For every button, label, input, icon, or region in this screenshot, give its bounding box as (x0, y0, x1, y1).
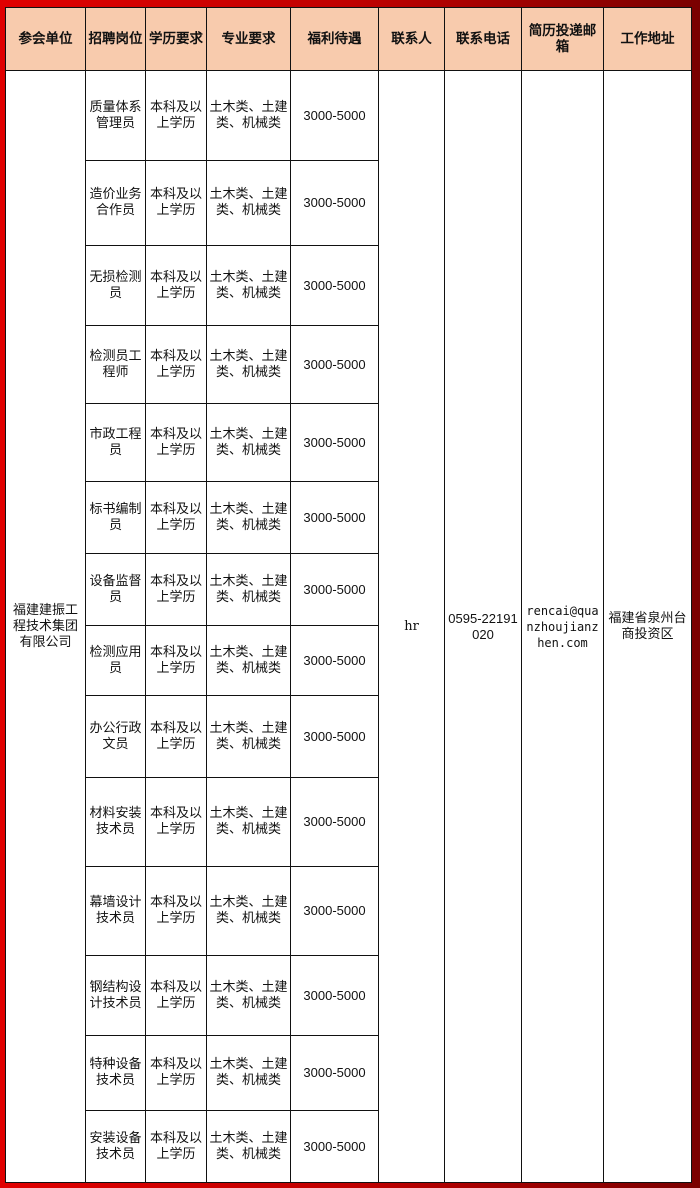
header-position: 招聘岗位 (85, 7, 146, 71)
contact-cell: hr (378, 70, 445, 1183)
education-cell: 本科及以上学历 (145, 325, 207, 404)
header-phone: 联系电话 (444, 7, 522, 71)
recruitment-table: 参会单位 招聘岗位 学历要求 专业要求 福利待遇 联系人 联系电话 简历投递邮箱… (5, 7, 692, 1183)
education-cell: 本科及以上学历 (145, 1110, 207, 1183)
table-row: 特种设备技术员 本科及以上学历 土木类、土建类、机械类 3000-5000 (6, 1035, 692, 1111)
education-cell: 本科及以上学历 (145, 625, 207, 696)
salary-cell: 3000-5000 (290, 625, 379, 696)
salary-cell: 3000-5000 (290, 481, 379, 554)
position-title: 造价业务合作员 (85, 160, 146, 246)
table-row: 检测应用员 本科及以上学历 土木类、土建类、机械类 3000-5000 (6, 625, 692, 696)
education-cell: 本科及以上学历 (145, 553, 207, 626)
major-cell: 土木类、土建类、机械类 (206, 553, 291, 626)
company-cell: 福建建振工程技术集团有限公司 (5, 70, 86, 1183)
header-row: 参会单位 招聘岗位 学历要求 专业要求 福利待遇 联系人 联系电话 简历投递邮箱… (5, 7, 692, 71)
header-address: 工作地址 (603, 7, 692, 71)
salary-cell: 3000-5000 (290, 695, 379, 778)
header-major: 专业要求 (206, 7, 291, 71)
table-row: 钢结构设计技术员 本科及以上学历 土木类、土建类、机械类 3000-5000 (6, 955, 692, 1036)
address-cell: 福建省泉州台商投资区 (603, 70, 692, 1183)
table-row: 造价业务合作员 本科及以上学历 土木类、土建类、机械类 3000-5000 (6, 160, 692, 246)
salary-cell: 3000-5000 (290, 1035, 379, 1111)
major-cell: 土木类、土建类、机械类 (206, 245, 291, 326)
phone-cell: 0595-22191020 (444, 70, 522, 1183)
table-row: 办公行政文员 本科及以上学历 土木类、土建类、机械类 3000-5000 (6, 695, 692, 778)
education-cell: 本科及以上学历 (145, 955, 207, 1036)
education-cell: 本科及以上学历 (145, 777, 207, 867)
education-cell: 本科及以上学历 (145, 481, 207, 554)
salary-cell: 3000-5000 (290, 1110, 379, 1183)
position-title: 办公行政文员 (85, 695, 146, 778)
header-salary: 福利待遇 (290, 7, 379, 71)
position-title: 检测应用员 (85, 625, 146, 696)
education-cell: 本科及以上学历 (145, 695, 207, 778)
position-title: 市政工程员 (85, 403, 146, 482)
education-cell: 本科及以上学历 (145, 866, 207, 956)
position-title: 幕墙设计技术员 (85, 866, 146, 956)
salary-cell: 3000-5000 (290, 866, 379, 956)
education-cell: 本科及以上学历 (145, 1035, 207, 1111)
position-title: 检测员工程师 (85, 325, 146, 404)
salary-cell: 3000-5000 (290, 245, 379, 326)
salary-cell: 3000-5000 (290, 403, 379, 482)
major-cell: 土木类、土建类、机械类 (206, 1110, 291, 1183)
position-title: 钢结构设计技术员 (85, 955, 146, 1036)
table-row: 设备监督员 本科及以上学历 土木类、土建类、机械类 3000-5000 (6, 553, 692, 626)
education-cell: 本科及以上学历 (145, 245, 207, 326)
table-row: 无损检测员 本科及以上学历 土木类、土建类、机械类 3000-5000 (6, 245, 692, 326)
major-cell: 土木类、土建类、机械类 (206, 403, 291, 482)
salary-cell: 3000-5000 (290, 553, 379, 626)
header-company: 参会单位 (5, 7, 86, 71)
major-cell: 土木类、土建类、机械类 (206, 70, 291, 161)
salary-cell: 3000-5000 (290, 70, 379, 161)
position-title: 标书编制员 (85, 481, 146, 554)
table-row: 幕墙设计技术员 本科及以上学历 土木类、土建类、机械类 3000-5000 (6, 866, 692, 956)
education-cell: 本科及以上学历 (145, 160, 207, 246)
table-row: 标书编制员 本科及以上学历 土木类、土建类、机械类 3000-5000 (6, 481, 692, 554)
table-row: 安装设备技术员 本科及以上学历 土木类、土建类、机械类 3000-5000 (6, 1110, 692, 1183)
position-title: 安装设备技术员 (85, 1110, 146, 1183)
header-education: 学历要求 (145, 7, 207, 71)
salary-cell: 3000-5000 (290, 160, 379, 246)
major-cell: 土木类、土建类、机械类 (206, 777, 291, 867)
education-cell: 本科及以上学历 (145, 70, 207, 161)
major-cell: 土木类、土建类、机械类 (206, 481, 291, 554)
salary-cell: 3000-5000 (290, 325, 379, 404)
major-cell: 土木类、土建类、机械类 (206, 625, 291, 696)
header-contact: 联系人 (378, 7, 445, 71)
major-cell: 土木类、土建类、机械类 (206, 325, 291, 404)
major-cell: 土木类、土建类、机械类 (206, 1035, 291, 1111)
position-title: 质量体系管理员 (85, 70, 146, 161)
table-row: 检测员工程师 本科及以上学历 土木类、土建类、机械类 3000-5000 (6, 325, 692, 404)
position-title: 无损检测员 (85, 245, 146, 326)
table-row: 福建建振工程技术集团有限公司 质量体系管理员 本科及以上学历 土木类、土建类、机械… (5, 70, 692, 1183)
salary-cell: 3000-5000 (290, 955, 379, 1036)
education-cell: 本科及以上学历 (145, 403, 207, 482)
major-cell: 土木类、土建类、机械类 (206, 160, 291, 246)
major-cell: 土木类、土建类、机械类 (206, 866, 291, 956)
email-cell: rencai@quanzhoujianzhen.com (521, 70, 604, 1183)
position-title: 设备监督员 (85, 553, 146, 626)
salary-cell: 3000-5000 (290, 777, 379, 867)
position-title: 特种设备技术员 (85, 1035, 146, 1111)
major-cell: 土木类、土建类、机械类 (206, 955, 291, 1036)
major-cell: 土木类、土建类、机械类 (206, 695, 291, 778)
header-email: 简历投递邮箱 (521, 7, 604, 71)
table-row: 材料安装技术员 本科及以上学历 土木类、土建类、机械类 3000-5000 (6, 777, 692, 867)
position-title: 材料安装技术员 (85, 777, 146, 867)
